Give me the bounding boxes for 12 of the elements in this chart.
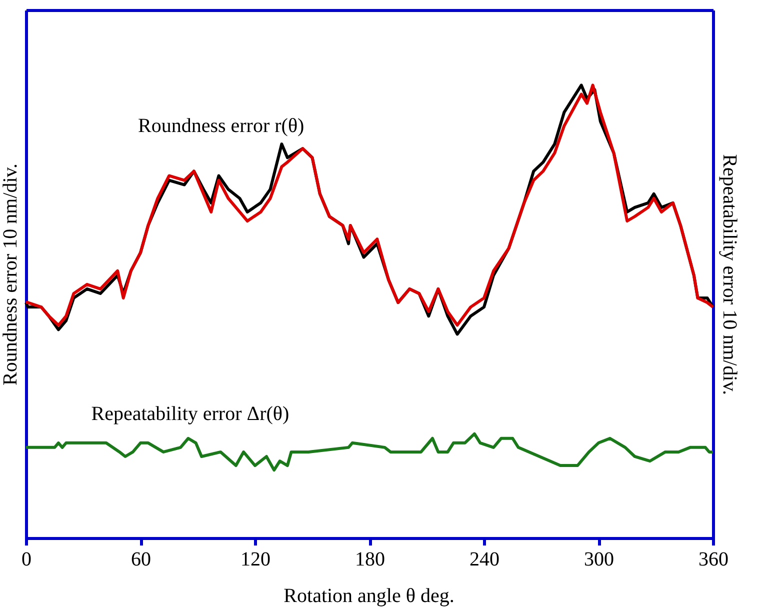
annotation: Roundness error r(θ): [138, 115, 304, 138]
x-tick-label: 120: [240, 548, 270, 570]
x-tick-label: 300: [584, 548, 614, 570]
x-tick-label: 240: [470, 548, 500, 570]
x-tick-label: 180: [355, 548, 385, 570]
y-axis-title: Roundness error 10 nm/div.: [0, 163, 22, 386]
x-tick-label: 0: [22, 548, 32, 570]
x-tick-label: 360: [698, 548, 728, 570]
y2-axis-title: Repeatability error 10 nm/div.: [718, 154, 740, 395]
x-tick-label: 60: [131, 548, 151, 570]
annotation: Repeatability error Δr(θ): [91, 402, 290, 425]
x-axis-title: Rotation angle θ deg.: [284, 585, 454, 607]
